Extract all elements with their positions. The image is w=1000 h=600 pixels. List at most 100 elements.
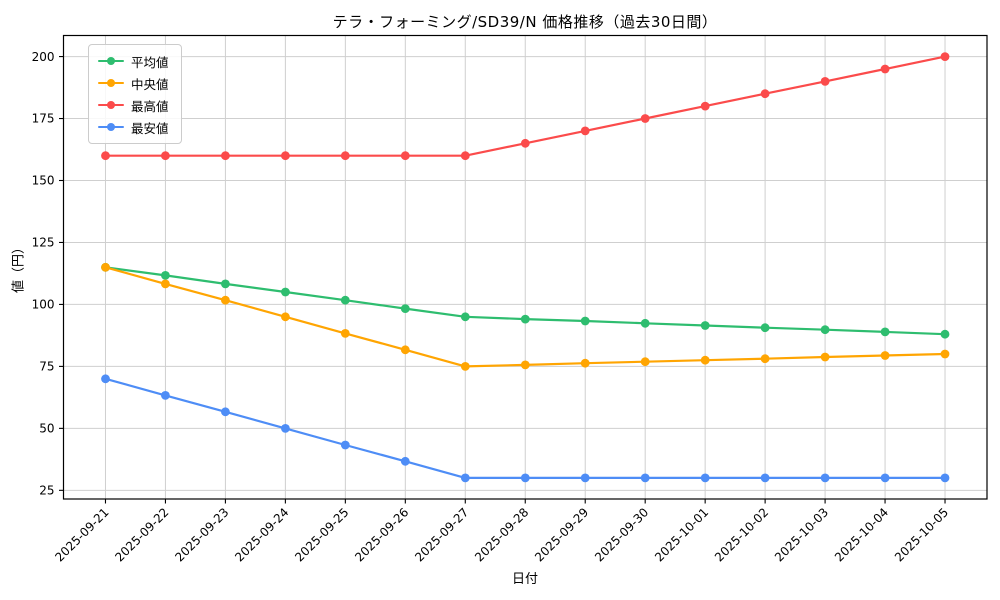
data-point-max: [340, 151, 350, 161]
data-point-min: [880, 473, 890, 483]
series-max: [101, 52, 950, 161]
data-point-median: [940, 349, 950, 359]
data-point-max: [101, 151, 110, 161]
x-tick-label: 2025-09-25: [292, 505, 351, 564]
x-tick-label: 2025-10-05: [892, 505, 951, 564]
data-point-median: [520, 360, 530, 370]
data-point-max: [520, 138, 530, 148]
y-tick-label: 150: [32, 174, 55, 188]
x-tick-label: 2025-09-21: [52, 505, 111, 564]
x-ticks: [104, 499, 946, 504]
y-tick-label: 125: [32, 236, 55, 250]
x-tick-label: 2025-09-29: [532, 505, 591, 564]
data-point-median: [101, 262, 110, 272]
data-point-min: [640, 473, 650, 483]
x-tick-label: 2025-09-22: [112, 505, 171, 564]
data-point-median: [460, 362, 470, 371]
y-tick-labels: 25 50 75 100 125 150 175 200: [32, 50, 55, 498]
x-tick-label: 2025-09-26: [352, 505, 411, 564]
data-point-median: [760, 354, 770, 364]
data-point-median: [281, 312, 290, 322]
data-point-max: [161, 151, 170, 161]
legend-line-dot-icon: [98, 78, 124, 88]
legend-label-min: 最安値: [131, 120, 169, 136]
x-tick-label: 2025-09-23: [172, 505, 231, 564]
data-point-median: [400, 345, 410, 355]
data-point-min: [940, 473, 950, 483]
data-point-max: [460, 151, 470, 161]
data-point-median: [820, 352, 830, 362]
data-point-average: [221, 279, 230, 289]
x-tick-label: 2025-10-01: [652, 505, 711, 564]
data-point-average: [580, 316, 590, 326]
data-point-average: [460, 312, 470, 322]
legend: 平均値中央値最高値最安値: [88, 44, 182, 144]
series-min: [101, 374, 950, 483]
y-tick-label: 200: [32, 50, 55, 64]
legend-item-max: 最高値: [98, 96, 169, 114]
legend-line-dot-icon: [98, 56, 124, 66]
data-point-min: [520, 473, 530, 483]
data-point-average: [340, 295, 350, 305]
data-point-min: [400, 456, 410, 466]
data-point-max: [940, 52, 950, 61]
data-point-min: [281, 424, 290, 433]
data-point-average: [640, 318, 650, 328]
legend-line-dot-icon: [98, 100, 124, 110]
data-point-average: [820, 325, 830, 335]
data-point-min: [580, 473, 590, 483]
data-point-average: [400, 304, 410, 313]
data-point-median: [221, 295, 230, 305]
x-tick-label: 2025-09-27: [412, 505, 471, 564]
x-tick-labels: 2025-09-21 2025-09-22 2025-09-23 2025-09-24…: [52, 505, 951, 564]
legend-label-average: 平均値: [131, 54, 169, 70]
legend-label-median: 中央値: [131, 76, 169, 92]
data-point-min: [340, 440, 350, 450]
x-tick-label: 2025-09-28: [472, 505, 531, 564]
x-tick-label: 2025-10-03: [772, 505, 831, 564]
data-point-average: [760, 323, 770, 333]
y-tick-label: 25: [39, 484, 54, 498]
data-point-min: [221, 407, 230, 417]
data-point-max: [281, 151, 290, 161]
legend-label-max: 最高値: [131, 98, 169, 114]
data-point-max: [400, 151, 410, 161]
x-tick-label: 2025-09-30: [592, 505, 651, 564]
data-point-average: [161, 271, 170, 280]
data-point-min: [460, 473, 470, 483]
legend-line-dot-icon: [98, 122, 124, 132]
data-point-max: [880, 64, 890, 74]
y-tick-label: 100: [32, 298, 55, 312]
y-ticks: [59, 56, 64, 491]
data-point-max: [580, 126, 590, 136]
data-point-min: [700, 473, 710, 483]
data-point-min: [820, 473, 830, 483]
data-point-median: [640, 357, 650, 367]
y-tick-label: 50: [39, 422, 54, 436]
y-tick-label: 175: [32, 112, 55, 126]
data-point-median: [700, 355, 710, 365]
data-point-average: [700, 321, 710, 330]
data-point-average: [940, 329, 950, 339]
data-point-median: [880, 351, 890, 360]
x-gridlines: [104, 35, 946, 499]
data-point-max: [820, 77, 830, 86]
data-point-average: [880, 327, 890, 337]
data-point-median: [580, 358, 590, 368]
data-point-min: [161, 391, 170, 400]
data-point-average: [281, 287, 290, 297]
data-point-median: [340, 329, 350, 338]
data-point-max: [760, 89, 770, 99]
data-point-max: [221, 151, 230, 161]
x-tick-label: 2025-09-24: [232, 505, 291, 564]
data-point-max: [640, 114, 650, 123]
legend-item-min: 最安値: [98, 118, 169, 136]
data-point-max: [700, 101, 710, 111]
data-point-min: [760, 473, 770, 483]
series-median: [101, 262, 950, 371]
data-point-median: [161, 279, 170, 289]
x-tick-label: 2025-10-04: [832, 505, 891, 564]
x-tick-label: 2025-10-02: [712, 505, 771, 564]
data-point-average: [520, 314, 530, 324]
